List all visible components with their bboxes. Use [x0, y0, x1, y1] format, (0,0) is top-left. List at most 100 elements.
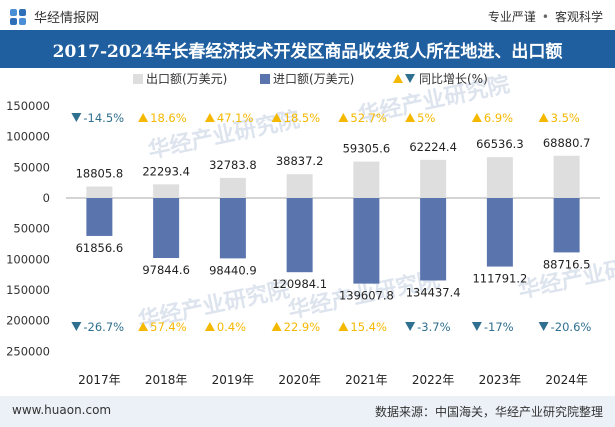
export-value-label: 32783.8	[209, 158, 257, 172]
y-tick-label: 150000	[6, 283, 50, 297]
export-bar	[553, 155, 580, 198]
separator-dot: •	[541, 10, 549, 24]
export-growth-up-triangle-icon	[471, 113, 482, 122]
legend-label-growth: 同比增长(%)	[419, 72, 488, 86]
footer-bar: www.huaon.com 数据来源：中国海关，华经产业研究院整理	[0, 396, 615, 427]
export-value-label: 68880.7	[543, 136, 591, 150]
brand-logo: 华经情报网	[10, 7, 99, 26]
legend-swatch-import	[260, 74, 270, 84]
export-value-label: 38837.2	[276, 154, 324, 168]
import-value-label: 111791.2	[472, 272, 527, 286]
export-growth-label: 18.6%	[150, 111, 187, 125]
import-growth-label: 22.9%	[284, 320, 321, 334]
legend-label-import: 进口额(万美元)	[273, 72, 354, 86]
import-bar	[86, 198, 113, 236]
header-tags: 专业严谨 • 客观科学	[488, 8, 603, 25]
y-tick-label: 150000	[6, 99, 50, 113]
title-bar: 2017-2024年长春经济技术开发区商品收发货人所在地进、出口额	[0, 30, 615, 68]
import-growth-up-triangle-icon	[271, 322, 282, 331]
y-tick-label: 250000	[6, 344, 50, 358]
x-category-label: 2023年	[479, 373, 522, 387]
x-category-label: 2022年	[412, 373, 455, 387]
import-bar	[286, 198, 313, 273]
export-growth-label: 3.5%	[551, 111, 580, 125]
y-tick-label: 100000	[6, 252, 50, 266]
export-growth-label: 47.1%	[217, 111, 254, 125]
export-growth-up-triangle-icon	[271, 113, 282, 122]
import-bar	[553, 198, 580, 253]
import-growth-label: 15.4%	[350, 320, 387, 334]
import-growth-label: 0.4%	[217, 320, 246, 334]
import-value-label: 88716.5	[543, 257, 591, 271]
import-growth-down-triangle-icon	[538, 322, 549, 331]
export-bar	[353, 161, 380, 198]
x-category-label: 2020年	[278, 373, 321, 387]
import-bar	[153, 198, 180, 259]
export-growth-down-triangle-icon	[71, 113, 82, 122]
import-value-label: 134437.4	[406, 285, 461, 299]
export-growth-up-triangle-icon	[138, 113, 149, 122]
watermark-text: 华经产业研究院	[516, 246, 615, 303]
legend-down-triangle-icon	[405, 74, 415, 83]
export-value-label: 59305.6	[343, 142, 391, 156]
import-growth-label: -26.7%	[83, 320, 124, 334]
import-growth-up-triangle-icon	[138, 322, 149, 331]
export-bar	[153, 184, 180, 198]
import-bar	[219, 198, 246, 259]
import-growth-down-triangle-icon	[71, 322, 82, 331]
import-bar	[486, 198, 513, 267]
legend: 出口额(万美元) 进口额(万美元) 同比增长(%)	[133, 72, 488, 86]
import-growth-up-triangle-icon	[204, 322, 215, 331]
export-growth-up-triangle-icon	[204, 113, 215, 122]
import-bar	[420, 198, 447, 281]
import-value-label: 139607.8	[339, 289, 394, 303]
logo-icon	[10, 8, 26, 25]
legend-up-triangle-icon	[393, 74, 403, 83]
import-value-label: 98440.9	[209, 263, 257, 277]
export-growth-label: 5%	[417, 111, 435, 125]
legend-label-export: 出口额(万美元)	[146, 72, 227, 86]
x-category-label: 2018年	[145, 373, 188, 387]
export-bar	[286, 174, 313, 198]
export-bar	[420, 159, 447, 198]
y-tick-label: 50000	[13, 222, 50, 236]
y-tick-label: 100000	[6, 130, 50, 144]
tag-professional: 专业严谨	[487, 10, 536, 24]
data-source: 数据来源：中国海关，华经产业研究院整理	[374, 405, 603, 419]
export-bar	[486, 157, 513, 198]
y-tick-label: 50000	[13, 160, 50, 174]
import-bar	[353, 198, 380, 284]
export-growth-up-triangle-icon	[405, 113, 416, 122]
labels-layer: 18805.8 61856.6 2017年 -14.5% -26.7% 22293.4 97…	[71, 111, 591, 387]
export-growth-label: 6.9%	[484, 111, 513, 125]
export-growth-up-triangle-icon	[338, 113, 349, 122]
export-value-label: 66536.3	[476, 137, 524, 151]
y-tick-label: 0	[43, 191, 50, 205]
export-value-label: 62224.4	[409, 140, 457, 154]
export-growth-label: 18.5%	[284, 111, 321, 125]
import-growth-label: -3.7%	[417, 320, 450, 334]
export-value-label: 22293.4	[142, 164, 190, 178]
footer-url: www.huaon.com	[12, 403, 112, 417]
chart-title: 2017-2024年长春经济技术开发区商品收发货人所在地进、出口额	[52, 42, 563, 62]
x-category-label: 2024年	[545, 373, 588, 387]
export-growth-up-triangle-icon	[538, 113, 549, 122]
export-bar	[219, 177, 246, 198]
import-value-label: 120984.1	[272, 277, 327, 291]
top-bar: 华经情报网 专业严谨 • 客观科学	[0, 0, 615, 30]
bars-layer	[86, 155, 580, 284]
export-growth-label: 52.7%	[350, 111, 387, 125]
export-value-label: 18805.8	[76, 166, 124, 180]
export-growth-label: -14.5%	[83, 111, 124, 125]
legend-swatch-export	[133, 74, 143, 84]
brand-name: 华经情报网	[34, 11, 100, 26]
import-growth-down-triangle-icon	[471, 322, 482, 331]
import-growth-label: -20.6%	[551, 320, 592, 334]
x-category-label: 2019年	[212, 373, 255, 387]
x-category-label: 2017年	[78, 373, 121, 387]
import-growth-up-triangle-icon	[338, 322, 349, 331]
import-value-label: 61856.6	[76, 241, 124, 255]
import-value-label: 97844.6	[142, 263, 190, 277]
y-tick-label: 200000	[6, 314, 50, 328]
